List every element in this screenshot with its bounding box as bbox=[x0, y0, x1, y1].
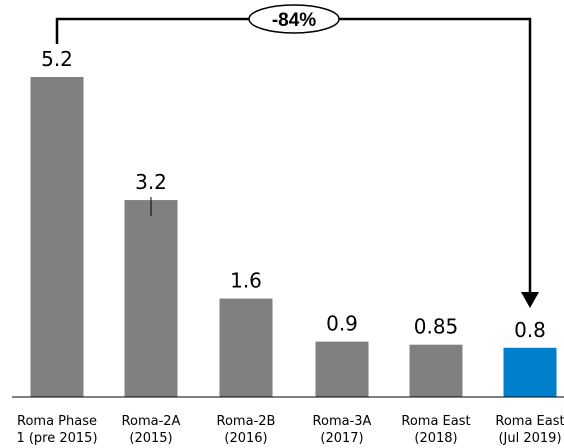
bar-1 bbox=[124, 200, 178, 397]
category-labels-layer: Roma Phase 1 (pre 2015) Roma-2A (2015) Roma-… bbox=[16, 414, 564, 446]
category-label-3-line-0: Roma-3A bbox=[313, 414, 372, 429]
category-label-2-line-0: Roma-2B bbox=[217, 414, 276, 429]
category-label-4-line-1: (2018) bbox=[414, 431, 457, 446]
value-label-0: 5.2 bbox=[41, 47, 73, 71]
bar-3 bbox=[315, 341, 369, 397]
value-label-2: 1.6 bbox=[230, 269, 262, 293]
annotation-text: -84% bbox=[272, 10, 316, 31]
bar-2 bbox=[219, 298, 273, 397]
bar-0 bbox=[30, 77, 84, 397]
category-label-0-line-0: Roma Phase bbox=[17, 414, 97, 429]
bar-4 bbox=[409, 344, 463, 397]
annotation-bracket bbox=[55, 17, 532, 295]
value-label-1: 3.2 bbox=[135, 170, 167, 194]
category-label-0-line-1: 1 (pre 2015) bbox=[16, 431, 97, 446]
bar-5 bbox=[503, 347, 557, 397]
annotation-arrowhead bbox=[521, 292, 539, 308]
bars-layer bbox=[30, 77, 557, 397]
value-label-3: 0.9 bbox=[326, 312, 358, 336]
value-label-5: 0.8 bbox=[514, 318, 546, 342]
category-label-3-line-1: (2017) bbox=[320, 431, 363, 446]
value-labels-layer: 5.2 3.2 1.6 0.9 0.85 0.8 bbox=[41, 47, 546, 342]
category-label-5-line-1: (Jul 2019) bbox=[498, 431, 561, 446]
category-label-5-line-0: Roma East bbox=[495, 414, 564, 429]
category-label-1-line-0: Roma-2A bbox=[122, 414, 181, 429]
category-label-2-line-1: (2016) bbox=[224, 431, 267, 446]
value-label-4: 0.85 bbox=[414, 315, 459, 339]
change-annotation: -84% bbox=[55, 4, 539, 308]
category-label-1-line-1: (2015) bbox=[129, 431, 172, 446]
category-label-4-line-0: Roma East bbox=[401, 414, 470, 429]
annotation-oval bbox=[248, 4, 340, 34]
